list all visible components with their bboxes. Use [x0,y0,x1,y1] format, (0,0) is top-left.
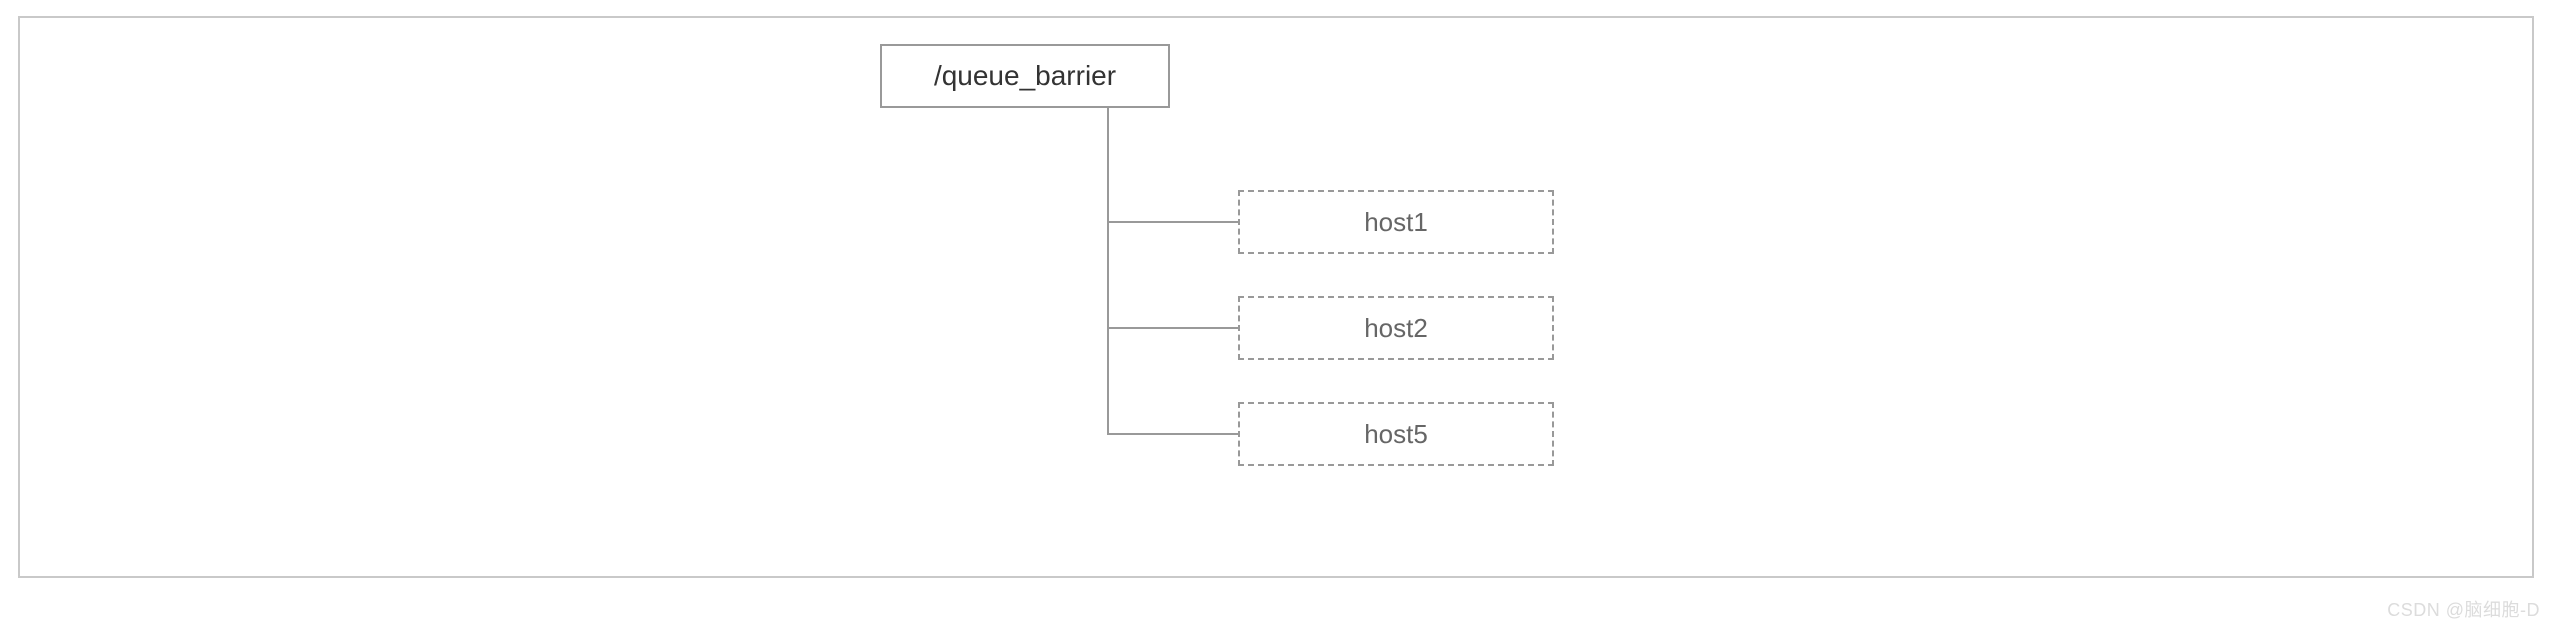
child-node-2-label: host5 [1364,419,1428,450]
child-node-0: host1 [1238,190,1554,254]
connector-trunk [1107,108,1109,435]
root-node-label: /queue_barrier [934,60,1116,92]
connector-branch-1 [1108,327,1238,329]
root-node: /queue_barrier [880,44,1170,108]
connector-branch-2 [1108,433,1238,435]
child-node-1: host2 [1238,296,1554,360]
child-node-1-label: host2 [1364,313,1428,344]
connector-branch-0 [1108,221,1238,223]
watermark: CSDN @脑细胞-D [2387,596,2540,622]
child-node-0-label: host1 [1364,207,1428,238]
child-node-2: host5 [1238,402,1554,466]
